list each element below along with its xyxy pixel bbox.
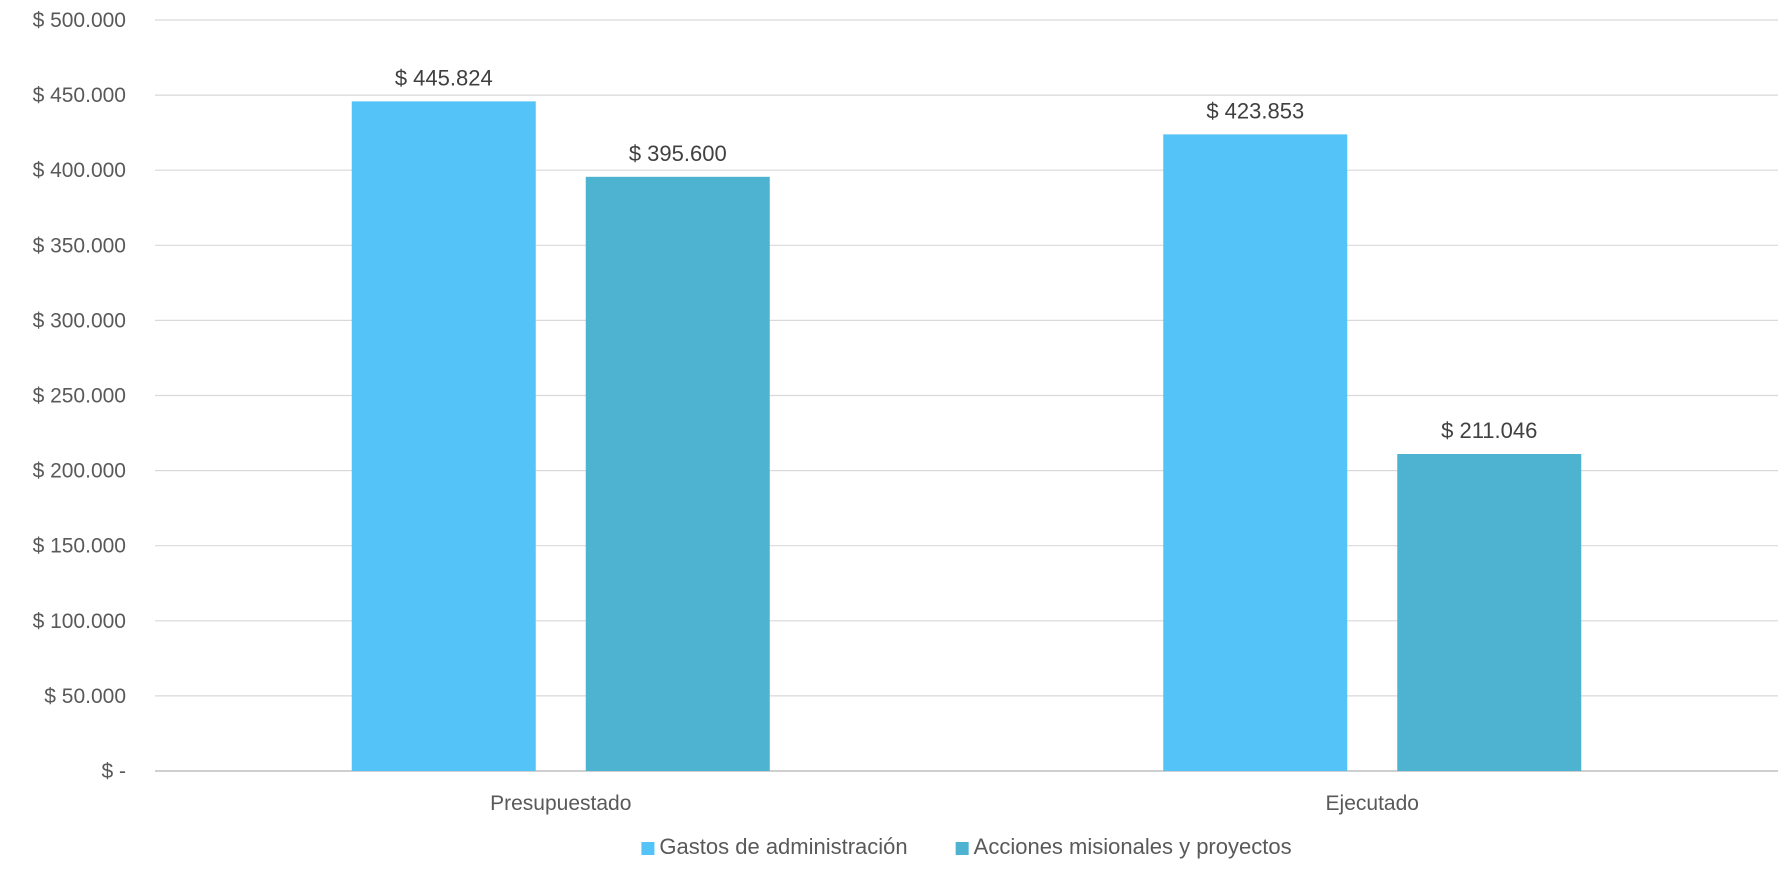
bar xyxy=(351,101,536,771)
data-label: $ 423.853 xyxy=(1206,98,1304,123)
legend-label: Acciones misionales y proyectos xyxy=(974,834,1292,859)
bar xyxy=(1163,134,1348,771)
y-tick-label: $ 350.000 xyxy=(33,234,126,257)
y-tick-label: $ 500.000 xyxy=(33,9,126,32)
legend-swatch xyxy=(955,842,969,855)
y-tick-label: $ - xyxy=(101,760,126,783)
data-label: $ 445.824 xyxy=(395,65,493,90)
y-tick-label: $ 400.000 xyxy=(33,159,126,182)
category-label: Ejecutado xyxy=(1326,792,1419,815)
data-label: $ 211.046 xyxy=(1441,418,1537,443)
y-tick-label: $ 200.000 xyxy=(33,460,126,483)
bars xyxy=(351,101,1582,771)
x-axis-category-labels: Presupuestado Ejecutado xyxy=(490,792,1419,815)
y-tick-label: $ 250.000 xyxy=(33,385,126,408)
y-tick-label: $ 150.000 xyxy=(33,535,126,558)
data-labels: $ 445.824 $ 395.600 $ 423.853 $ 211.046 xyxy=(395,65,1538,443)
legend-swatch xyxy=(641,842,655,855)
legend-label: Gastos de administración xyxy=(659,834,907,859)
bar xyxy=(585,176,770,771)
data-label: $ 395.600 xyxy=(629,141,727,166)
y-tick-label: $ 50.000 xyxy=(44,685,126,708)
legend: Gastos de administración Acciones misiona… xyxy=(641,834,1292,859)
y-tick-label: $ 100.000 xyxy=(33,610,126,633)
y-axis-tick-labels: $ - $ 50.000 $ 100.000 $ 150.000 $ 200.000 $ … xyxy=(33,9,126,783)
bar xyxy=(1397,454,1582,771)
y-tick-label: $ 450.000 xyxy=(33,84,126,107)
y-tick-label: $ 300.000 xyxy=(33,309,126,332)
category-label: Presupuestado xyxy=(490,792,631,815)
